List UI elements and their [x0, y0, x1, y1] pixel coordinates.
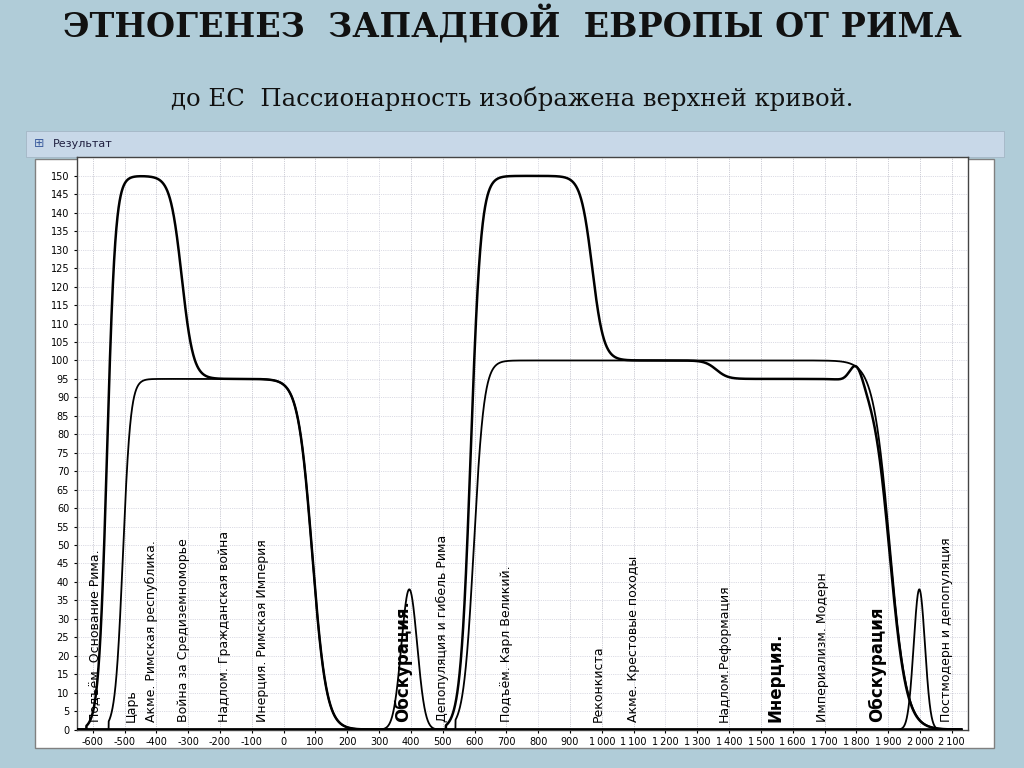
Text: Акме. Крестовые походы: Акме. Крестовые походы	[627, 556, 640, 722]
Text: ЭТНОГЕНЕЗ  ЗАПАДНОЙ  ЕВРОПЫ ОТ РИМА: ЭТНОГЕНЕЗ ЗАПАДНОЙ ЕВРОПЫ ОТ РИМА	[62, 6, 962, 45]
Text: Обскурация.: Обскурация.	[394, 601, 412, 722]
Bar	[26, 131, 1004, 157]
Text: Депопуляция и гибель Рима: Депопуляция и гибель Рима	[435, 535, 449, 722]
Text: Надлом.Реформация: Надлом.Реформация	[718, 584, 731, 722]
Text: Надлом. Гражданская война: Надлом. Гражданская война	[218, 531, 231, 722]
Text: Постмодерн и депопуляция: Постмодерн и депопуляция	[940, 538, 953, 722]
Text: Царь: Царь	[125, 690, 138, 722]
Text: ⊞: ⊞	[34, 137, 44, 151]
Text: Империализм. Модерн: Империализм. Модерн	[816, 572, 829, 722]
Text: Инерция.: Инерция.	[766, 633, 784, 722]
Text: Реконкиста: Реконкиста	[592, 646, 605, 722]
Text: Обскурация: Обскурация	[868, 607, 886, 722]
Text: Война за Средиземноморье: Война за Средиземноморье	[177, 538, 189, 722]
Text: Результат: Результат	[53, 139, 113, 149]
Text: Акме. Римская республика.: Акме. Римская республика.	[145, 541, 158, 722]
Text: Инерция. Римская Империя: Инерция. Римская Империя	[256, 539, 269, 722]
Text: до ЕС  Пассионарность изображена верхней кривой.: до ЕС Пассионарность изображена верхней …	[171, 87, 853, 111]
Text: Подъём. Карл Великий.: Подъём. Карл Великий.	[500, 565, 513, 722]
Text: Подъём. Основание Рима.: Подъём. Основание Рима.	[89, 550, 102, 722]
